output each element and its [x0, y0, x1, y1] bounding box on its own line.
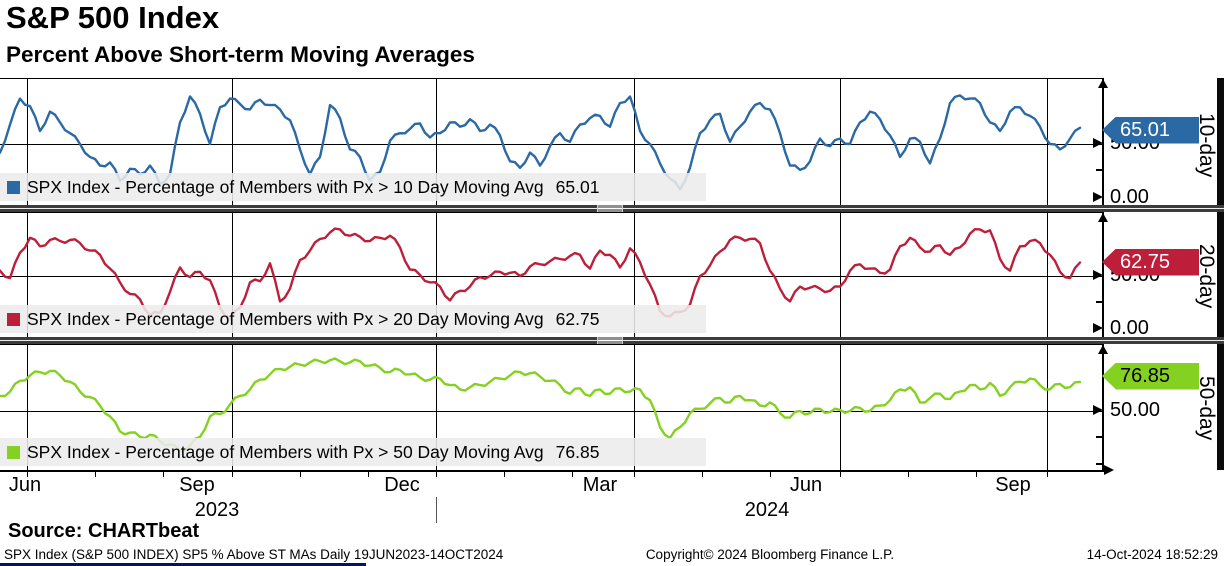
axis-up-arrow-icon — [1098, 345, 1108, 354]
legend-swatch-icon — [7, 445, 20, 459]
last-value-tag-50-day[interactable]: 76.85 — [1102, 362, 1199, 390]
legend-value: 76.85 — [555, 441, 600, 462]
axis-tick-arrow-icon — [1093, 405, 1103, 415]
series-line-20-day — [0, 227, 1082, 320]
source-label: Source: CHARTbeat — [8, 520, 200, 542]
x-axis-month-label: Sep — [179, 474, 215, 496]
footer-copyright: Copyright© 2024 Bloomberg Finance L.P. — [645, 547, 895, 562]
axis-tick-arrow-icon — [1093, 270, 1103, 280]
legend-swatch-icon — [7, 180, 20, 194]
legend-value: 62.75 — [555, 308, 600, 329]
bottom-highlight-bar — [0, 563, 366, 566]
x-axis-arrow-icon — [1104, 465, 1114, 475]
x-axis-month-label: Sep — [995, 474, 1031, 496]
x-axis-tick — [436, 472, 437, 477]
splitter-grip-handle[interactable] — [597, 337, 623, 344]
panel-axis-title-10-day: 10-day — [1195, 112, 1218, 178]
footer-description: SPX Index (S&P 500 INDEX) SP5 % Above ST… — [4, 547, 504, 562]
panel-splitter[interactable] — [0, 337, 1224, 344]
x-axis-tick — [95, 472, 96, 477]
right-edge-bar — [1217, 78, 1224, 470]
splitter-grip-handle[interactable] — [597, 205, 623, 212]
x-axis-tick — [840, 472, 841, 477]
year-divider-line — [436, 497, 437, 523]
last-value-tag-10-day[interactable]: 65.01 — [1102, 116, 1199, 144]
x-axis-tick — [702, 472, 703, 477]
y-axis-minor-tick — [1096, 300, 1103, 303]
x-axis-tick — [368, 472, 369, 477]
axis-up-arrow-icon — [1098, 79, 1108, 88]
x-axis-tick — [163, 472, 164, 477]
x-axis-year-label: 2024 — [744, 499, 790, 521]
last-value-tag-20-day[interactable]: 62.75 — [1102, 248, 1199, 276]
x-axis-tick — [976, 472, 977, 477]
legend-value: 65.01 — [555, 176, 600, 197]
x-axis-tick — [504, 472, 505, 477]
x-axis-tick — [634, 472, 635, 477]
x-axis-tick — [770, 472, 771, 477]
x-axis-month-label: Jun — [789, 474, 823, 496]
y-axis-minor-tick — [1096, 463, 1103, 465]
x-axis-month-label: Jun — [8, 474, 42, 496]
chart-panel-20-day[interactable]: SPX Index - Percentage of Members with P… — [0, 212, 1102, 338]
x-axis-line — [0, 470, 1104, 472]
y-axis-label: 50.00 — [1110, 399, 1161, 421]
series-line-10-day — [0, 94, 1082, 191]
y-axis-minor-tick — [1096, 436, 1103, 438]
y-axis-label: 0.00 — [1110, 317, 1149, 339]
right-axis-line — [1102, 78, 1104, 470]
x-axis-tick — [908, 472, 909, 477]
chart-panel-50-day[interactable]: SPX Index - Percentage of Members with P… — [0, 344, 1102, 471]
legend-swatch-icon — [7, 312, 20, 326]
panel-axis-title-50-day: 50-day — [1195, 375, 1218, 441]
x-axis-tick — [27, 472, 28, 477]
x-axis-month-label: Dec — [384, 474, 420, 496]
x-axis-tick — [1047, 472, 1048, 477]
panel-axis-title-20-day: 20-day — [1195, 243, 1218, 309]
legend-label: SPX Index - Percentage of Members with P… — [27, 308, 544, 329]
y-axis-minor-tick — [1096, 169, 1103, 171]
y-axis-label: 0.00 — [1110, 186, 1149, 208]
axis-tick-arrow-icon — [1093, 192, 1103, 202]
chart-panel-10-day[interactable]: SPX Index - Percentage of Members with P… — [0, 78, 1102, 206]
legend-row-50-day[interactable]: SPX Index - Percentage of Members with P… — [0, 438, 706, 466]
legend-row-10-day[interactable]: SPX Index - Percentage of Members with P… — [0, 173, 706, 201]
axis-up-arrow-icon — [1098, 213, 1108, 222]
panel-splitter[interactable] — [0, 205, 1224, 212]
x-axis-tick — [300, 472, 301, 477]
x-axis-year-label: 2023 — [194, 499, 240, 521]
x-axis-tick — [572, 472, 573, 477]
axis-tick-arrow-icon — [1093, 138, 1103, 148]
legend-row-20-day[interactable]: SPX Index - Percentage of Members with P… — [0, 305, 706, 333]
legend-label: SPX Index - Percentage of Members with P… — [27, 176, 544, 197]
footer-timestamp: 14-Oct-2024 18:52:29 — [1086, 547, 1218, 562]
legend-label: SPX Index - Percentage of Members with P… — [27, 441, 544, 462]
x-axis-tick — [232, 472, 233, 477]
page-subtitle: Percent Above Short-term Moving Averages — [6, 42, 475, 67]
x-axis-month-label: Mar — [582, 474, 618, 496]
page-title: S&P 500 Index — [6, 0, 220, 35]
axis-tick-arrow-icon — [1093, 323, 1103, 333]
